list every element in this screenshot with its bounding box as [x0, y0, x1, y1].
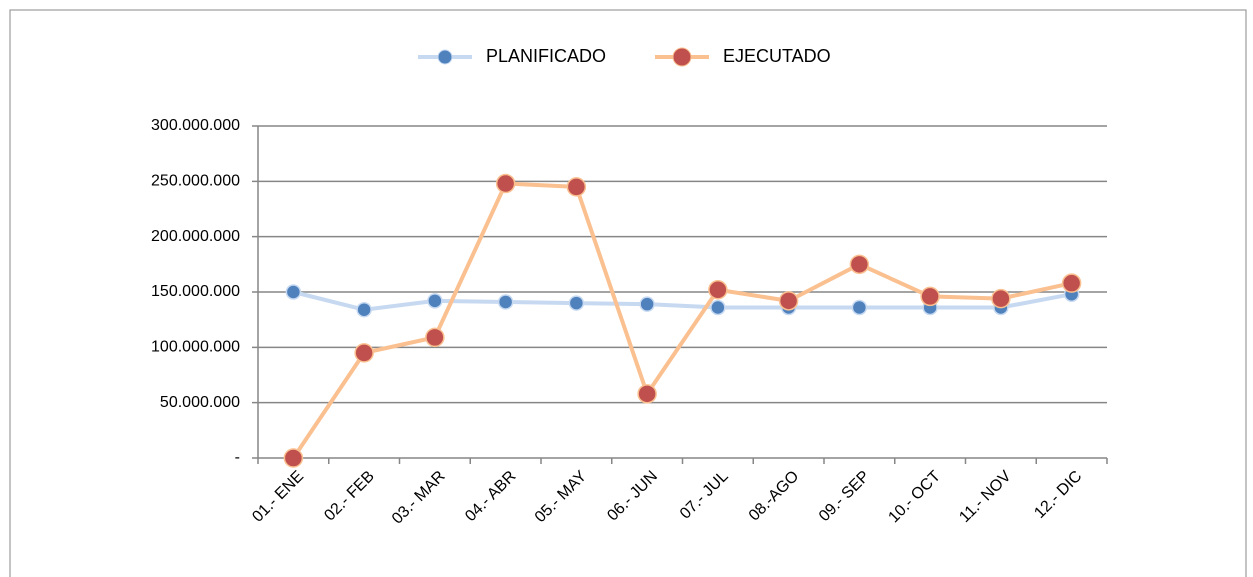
y-tick-label: -: [235, 449, 240, 466]
data-point: [283, 448, 304, 468]
y-tick-label: 250.000.000: [151, 173, 240, 190]
data-point: [778, 291, 799, 311]
data-point: [639, 296, 655, 312]
data-point: [427, 293, 443, 309]
data-point: [425, 327, 445, 348]
data-point: [1061, 273, 1082, 293]
data-point: [285, 284, 302, 300]
y-tick-label: 50.000.000: [160, 394, 240, 411]
data-point: [851, 299, 868, 316]
series-line: [292, 290, 1072, 312]
data-point: [566, 177, 587, 197]
legend-marker: [437, 49, 453, 65]
data-point: [637, 384, 657, 404]
data-point: [708, 280, 728, 300]
data-point: [568, 295, 585, 311]
y-tick-label: 100.000.000: [151, 339, 240, 356]
legend-label: EJECUTADO: [723, 46, 831, 66]
data-point: [356, 301, 372, 318]
legend-label: PLANIFICADO: [486, 46, 606, 66]
series-line: [291, 181, 1073, 460]
data-point: [991, 288, 1011, 309]
chart-frame: [9, 9, 1247, 577]
y-tick-label: 200.000.000: [151, 228, 240, 245]
data-point: [710, 299, 726, 316]
data-point: [354, 343, 374, 363]
data-point: [920, 286, 940, 307]
data-point: [497, 294, 514, 310]
data-point: [849, 254, 870, 275]
data-point: [495, 173, 516, 194]
legend-marker: [672, 47, 692, 67]
y-tick-label: 300.000.000: [151, 117, 240, 134]
y-tick-label: 150.000.000: [151, 283, 240, 300]
